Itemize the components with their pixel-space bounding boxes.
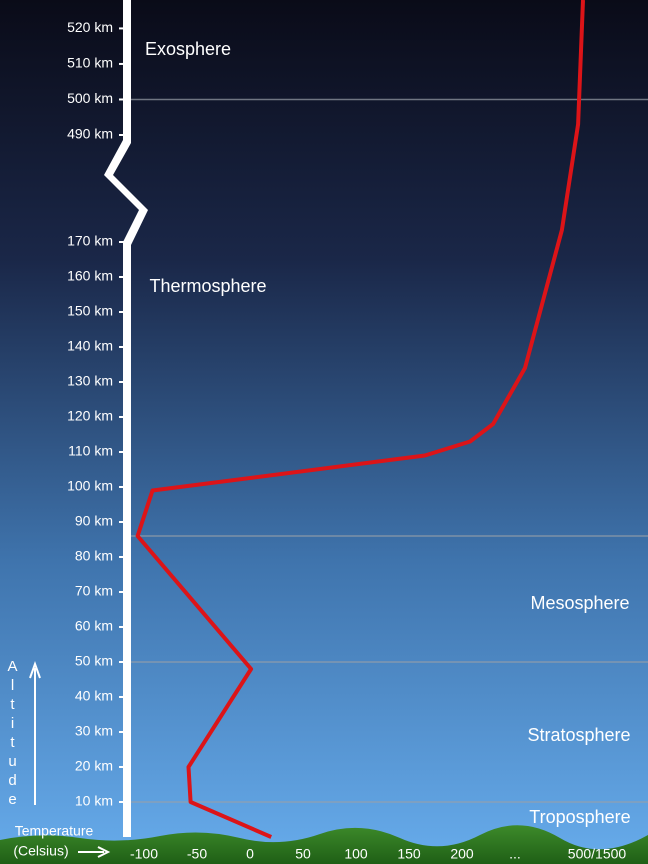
y-tick-label: 490 km xyxy=(67,126,113,142)
y-tick-label: 140 km xyxy=(67,338,113,354)
y-tick-label: 510 km xyxy=(67,55,113,71)
y-label-arrow xyxy=(29,661,41,805)
x-tick-label: 100 xyxy=(344,846,368,862)
y-tick-label: 30 km xyxy=(75,723,113,739)
x-tick-label: 500/1500 xyxy=(568,846,627,862)
layer-label: Stratosphere xyxy=(527,725,630,745)
layer-label: Mesosphere xyxy=(530,593,629,613)
x-tick-label: -100 xyxy=(130,846,158,862)
y-tick-label: 40 km xyxy=(75,688,113,704)
layer-label: Exosphere xyxy=(145,39,231,59)
ground xyxy=(0,825,648,864)
layer-label: Thermosphere xyxy=(149,276,266,296)
x-break-label: ... xyxy=(509,846,521,862)
y-tick-label: 80 km xyxy=(75,548,113,564)
x-label-arrow xyxy=(78,846,111,858)
y-tick-label: 90 km xyxy=(75,513,113,529)
y-tick-label: 50 km xyxy=(75,653,113,669)
layer-label: Troposphere xyxy=(529,807,630,827)
x-tick-label: 150 xyxy=(397,846,421,862)
y-axis xyxy=(104,0,148,837)
x-axis-label: Temperature xyxy=(15,823,94,839)
y-tick-label: 170 km xyxy=(67,233,113,249)
y-tick-label: 100 km xyxy=(67,478,113,494)
y-tick-label: 160 km xyxy=(67,268,113,284)
x-tick-label: 50 xyxy=(295,846,311,862)
x-tick-label: 0 xyxy=(246,846,254,862)
y-tick-label: 10 km xyxy=(75,793,113,809)
x-tick-label: -50 xyxy=(187,846,207,862)
y-axis-label: Altitude xyxy=(4,658,21,810)
y-tick-label: 60 km xyxy=(75,618,113,634)
y-tick-label: 110 km xyxy=(68,443,113,459)
y-tick-label: 120 km xyxy=(67,408,113,424)
x-axis-label: (Celsius) xyxy=(13,843,68,859)
y-tick-label: 500 km xyxy=(67,90,113,106)
y-tick-label: 520 km xyxy=(67,19,113,35)
temperature-line xyxy=(135,0,585,839)
y-tick-label: 70 km xyxy=(75,583,113,599)
y-tick-label: 20 km xyxy=(75,758,113,774)
y-tick-label: 130 km xyxy=(67,373,113,389)
y-tick-label: 150 km xyxy=(67,303,113,319)
x-tick-label: 200 xyxy=(450,846,474,862)
